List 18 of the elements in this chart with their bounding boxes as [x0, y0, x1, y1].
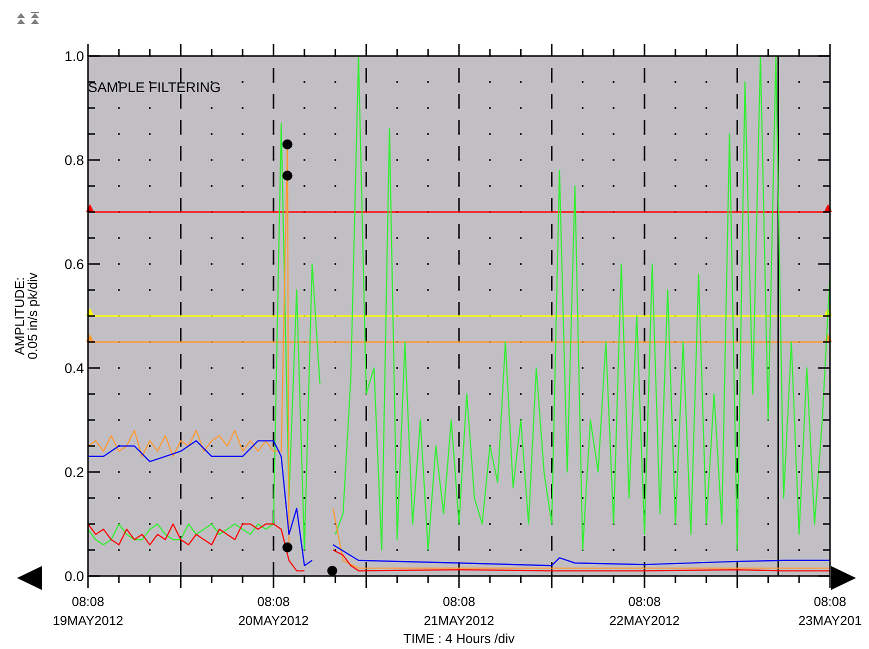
- x-tick-label: 08:08 21MAY2012: [424, 594, 494, 628]
- annotation: SAMPLE FILTERING: [88, 79, 221, 95]
- y-tick-label: 1.0: [64, 48, 84, 64]
- y-tick-label: 0.0: [64, 568, 84, 584]
- x-axis-title: TIME : 4 Hours /div: [403, 631, 516, 646]
- x-tick-label: 08:08 19MAY2012: [52, 594, 124, 628]
- y-tick-label: 0.2: [64, 464, 84, 480]
- point: [327, 566, 338, 576]
- y-tick-label: 0.6: [64, 256, 84, 272]
- x-tick-label: 08:08 23MAY201: [798, 594, 862, 628]
- y-tick-label: 0.4: [64, 360, 84, 376]
- x-tick-label: 08:08 20MAY2012: [238, 594, 309, 628]
- x-tick-label: 08:08 22MAY2012: [609, 594, 680, 628]
- point: [282, 139, 292, 150]
- y-tick-label: 0.8: [64, 152, 84, 168]
- point: [282, 170, 292, 181]
- y-axis-title: AMPLITUDE: 0.05 in/s pk/div: [12, 272, 40, 360]
- point: [282, 542, 292, 552]
